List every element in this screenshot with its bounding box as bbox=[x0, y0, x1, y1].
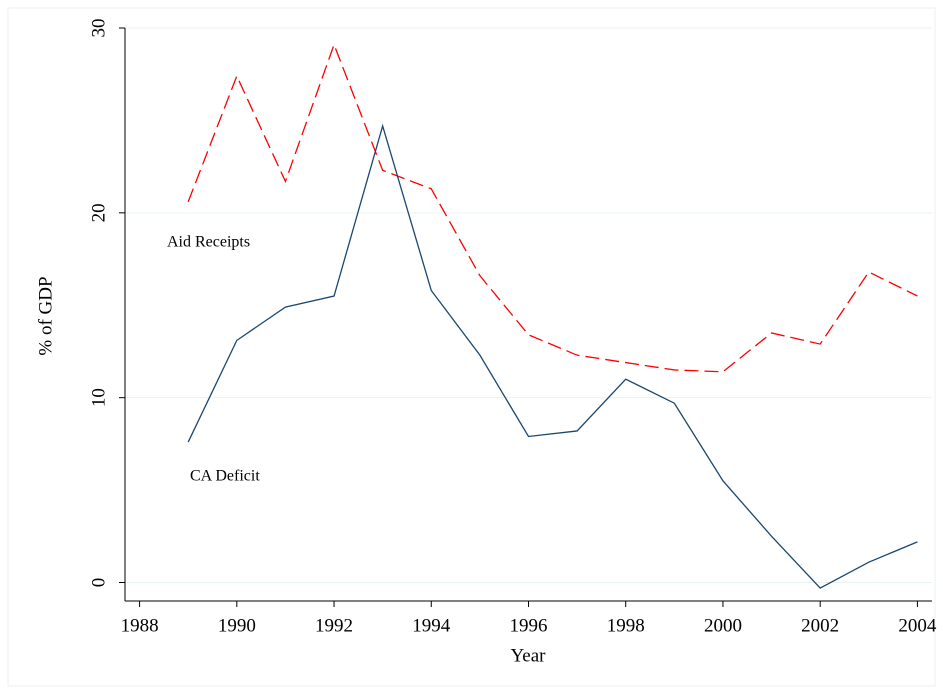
series-line bbox=[187, 42, 918, 373]
x-tick-label: 1996 bbox=[510, 615, 548, 636]
x-tick-label: 1990 bbox=[218, 615, 256, 636]
y-tick-label: 20 bbox=[88, 203, 109, 222]
chart-frame bbox=[7, 7, 936, 687]
series-label: CA Deficit bbox=[190, 468, 260, 485]
x-tick-label: 2002 bbox=[801, 615, 839, 636]
series-line bbox=[187, 123, 918, 589]
y-tick-label: 10 bbox=[88, 388, 109, 407]
y-tick-label: 0 bbox=[88, 578, 109, 588]
x-tick-label: 1994 bbox=[412, 615, 451, 636]
series-label: Aid Receipts bbox=[167, 234, 250, 251]
x-tick-label: 1992 bbox=[315, 615, 353, 636]
x-axis-title: Year bbox=[510, 645, 546, 666]
x-tick-label: 2000 bbox=[704, 615, 742, 636]
x-tick-label: 2004 bbox=[898, 615, 937, 636]
x-tick-label: 1988 bbox=[121, 615, 159, 636]
y-tick-label: 30 bbox=[88, 19, 109, 38]
y-axis-title: % of GDP bbox=[35, 276, 56, 355]
x-tick-label: 1998 bbox=[607, 615, 645, 636]
